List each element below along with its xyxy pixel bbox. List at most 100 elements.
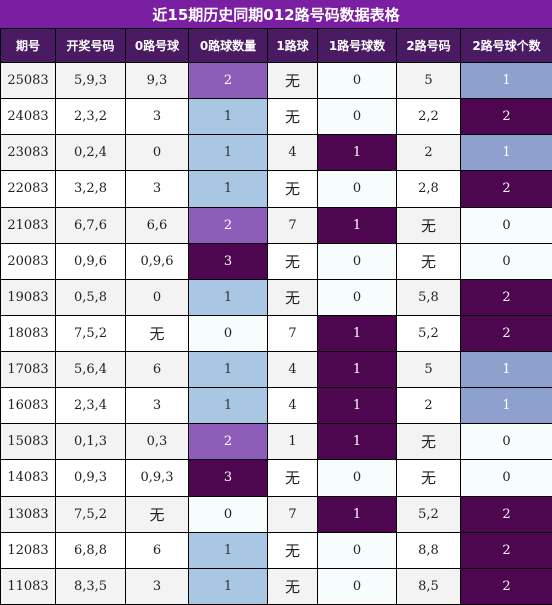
cell-route2-balls: 8,8 [396, 531, 461, 569]
cell-route0-count: 1 [188, 170, 268, 208]
cell-numbers: 5,6,4 [55, 350, 126, 389]
cell-issue: 12083 [0, 531, 56, 569]
cell-numbers: 0,9,3 [55, 459, 126, 497]
header-route1-balls: 1路球 [267, 28, 318, 63]
header-route0-balls: 0路号球 [125, 28, 189, 63]
cell-route2-balls: 5 [396, 61, 461, 100]
cell-route0-balls: 3 [125, 98, 189, 136]
cell-route2-balls: 无 [396, 206, 461, 244]
cell-issue: 14083 [0, 459, 56, 497]
cell-route0-count: 1 [188, 350, 268, 389]
cell-issue: 23083 [0, 134, 56, 172]
cell-route0-count: 3 [188, 459, 268, 497]
cell-numbers: 7,5,2 [55, 314, 126, 353]
cell-route2-count: 2 [460, 278, 552, 316]
cell-route1-count: 1 [317, 350, 397, 389]
cell-route0-count: 1 [188, 98, 268, 136]
cell-route2-count: 1 [460, 61, 552, 100]
cell-route2-balls: 2,2 [396, 98, 461, 136]
table-row: 12083 6,8,8 6 1 无 0 8,8 2 [0, 531, 552, 569]
cell-route0-count: 0 [188, 314, 268, 353]
cell-route1-balls: 1 [267, 423, 318, 461]
cell-numbers: 6,8,8 [55, 531, 126, 569]
cell-issue: 18083 [0, 314, 56, 353]
cell-route1-count: 1 [317, 387, 397, 425]
cell-route1-count: 0 [317, 98, 397, 136]
cell-route1-count: 1 [317, 314, 397, 353]
cell-route2-count: 0 [460, 423, 552, 461]
cell-numbers: 0,2,4 [55, 134, 126, 172]
header-route0-count: 0路球数量 [188, 28, 268, 63]
cell-issue: 21083 [0, 206, 56, 244]
cell-route1-count: 0 [317, 567, 397, 605]
data-table: 期号 开奖号码 0路号球 0路球数量 1路球 1路号球数 2路号码 2路号球个数… [0, 28, 552, 605]
cell-route0-balls: 0 [125, 134, 189, 172]
cell-route2-count: 2 [460, 495, 552, 533]
cell-route0-count: 2 [188, 206, 268, 244]
cell-route2-balls: 无 [396, 242, 461, 280]
cell-route0-count: 2 [188, 423, 268, 461]
cell-route0-count: 1 [188, 387, 268, 425]
cell-issue: 19083 [0, 278, 56, 316]
cell-route2-balls: 8,5 [396, 567, 461, 605]
header-route1-count: 1路号球数 [317, 28, 397, 63]
cell-route1-balls: 无 [267, 170, 318, 208]
cell-issue: 24083 [0, 98, 56, 136]
cell-numbers: 7,5,2 [55, 495, 126, 533]
header-route2-balls: 2路号码 [396, 28, 461, 63]
cell-route0-count: 1 [188, 531, 268, 569]
cell-numbers: 0,1,3 [55, 423, 126, 461]
cell-route1-count: 1 [317, 206, 397, 244]
cell-route1-count: 1 [317, 134, 397, 172]
cell-numbers: 0,9,6 [55, 242, 126, 280]
cell-route2-balls: 5,8 [396, 278, 461, 316]
cell-route1-balls: 无 [267, 98, 318, 136]
cell-route1-balls: 无 [267, 61, 318, 100]
cell-route2-count: 2 [460, 567, 552, 605]
table-row: 19083 0,5,8 0 1 无 0 5,8 2 [0, 278, 552, 316]
cell-route0-count: 1 [188, 278, 268, 316]
cell-route1-count: 1 [317, 495, 397, 533]
table-row: 16083 2,3,4 3 1 4 1 2 1 [0, 387, 552, 425]
cell-route1-balls: 无 [267, 531, 318, 569]
cell-route0-balls: 无 [125, 314, 189, 353]
cell-route1-count: 0 [317, 170, 397, 208]
cell-route0-balls: 6 [125, 531, 189, 569]
header-route2-count: 2路号球个数 [460, 28, 552, 63]
cell-issue: 16083 [0, 387, 56, 425]
table-body: 25083 5,9,3 9,3 2 无 0 5 1 24083 2,3,2 3 1 无 0 2,2 2 2308… [0, 61, 552, 605]
cell-route0-balls: 无 [125, 495, 189, 533]
cell-route1-balls: 7 [267, 314, 318, 353]
cell-route1-balls: 无 [267, 459, 318, 497]
cell-route1-balls: 无 [267, 242, 318, 280]
table-row: 22083 3,2,8 3 1 无 0 2,8 2 [0, 170, 552, 208]
table-row: 25083 5,9,3 9,3 2 无 0 5 1 [0, 61, 552, 100]
cell-issue: 13083 [0, 495, 56, 533]
cell-route1-count: 0 [317, 459, 397, 497]
cell-route0-balls: 6,6 [125, 206, 189, 244]
cell-route0-balls: 9,3 [125, 61, 189, 100]
cell-route2-count: 1 [460, 134, 552, 172]
cell-numbers: 8,3,5 [55, 567, 126, 605]
cell-route2-balls: 5,2 [396, 495, 461, 533]
cell-route0-count: 1 [188, 134, 268, 172]
table-row: 15083 0,1,3 0,3 2 1 1 无 0 [0, 423, 552, 461]
cell-route2-balls: 2,8 [396, 170, 461, 208]
header-issue: 期号 [0, 28, 56, 63]
table-row: 18083 7,5,2 无 0 7 1 5,2 2 [0, 314, 552, 353]
cell-issue: 25083 [0, 61, 56, 100]
cell-issue: 17083 [0, 350, 56, 389]
cell-route2-balls: 5 [396, 350, 461, 389]
cell-numbers: 2,3,2 [55, 98, 126, 136]
cell-route1-count: 1 [317, 423, 397, 461]
cell-route0-count: 2 [188, 61, 268, 100]
cell-route2-count: 0 [460, 242, 552, 280]
cell-route0-count: 1 [188, 567, 268, 605]
table-row: 23083 0,2,4 0 1 4 1 2 1 [0, 134, 552, 172]
header-row: 期号 开奖号码 0路号球 0路球数量 1路球 1路号球数 2路号码 2路号球个数 [0, 28, 552, 63]
table-row: 11083 8,3,5 3 1 无 0 8,5 2 [0, 567, 552, 605]
cell-route1-balls: 无 [267, 567, 318, 605]
table-row: 14083 0,9,3 0,9,3 3 无 0 无 0 [0, 459, 552, 497]
table-title: 近15期历史同期012路号码数据表格 [0, 0, 552, 28]
